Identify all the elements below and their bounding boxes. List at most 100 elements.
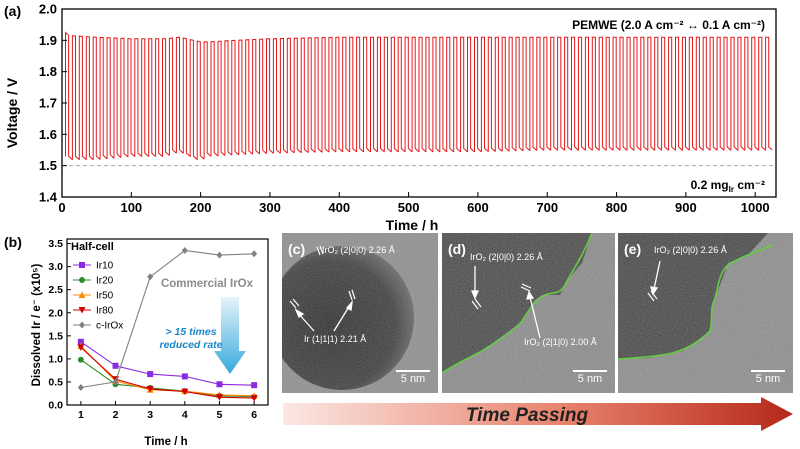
x-axis-title-b: Time / h	[144, 436, 187, 448]
x-axis-title-a: Time / h	[386, 217, 439, 232]
reduction-text-line1: > 15 times	[165, 326, 216, 338]
x-tick-label-a: 400	[328, 200, 350, 215]
legend-label-c-irox: c-IrOx	[96, 321, 123, 332]
y-tick-label-a: 1.4	[39, 190, 58, 205]
data-point-c-irox	[181, 247, 188, 255]
data-point-ir80	[181, 388, 189, 396]
data-point-ir10	[112, 362, 119, 369]
data-point-c-irox	[77, 383, 84, 391]
x-tick-label-b: 6	[251, 409, 257, 421]
time-passing-label: Time Passing	[466, 405, 589, 426]
x-tick-label-a: 700	[536, 200, 558, 215]
legend-label-ir20: Ir20	[96, 276, 114, 287]
scale-label-d: 5 nm	[577, 373, 603, 385]
voltage-chart: 0 100 200 300 400 500 600 700 800 900 1000 1.4 1.5 1.…	[4, 2, 777, 232]
reduction-text-line2: reduced rate	[159, 339, 222, 351]
legend-marker-ir50	[78, 291, 86, 298]
loading-prefix: 0.2 mg	[691, 178, 729, 192]
scale-label-e: 5 nm	[755, 373, 781, 385]
x-tick-label-b: 3	[147, 409, 153, 421]
x-tick-label-b: 5	[217, 409, 223, 421]
series-line-ir20	[80, 359, 255, 398]
data-point-ir80	[146, 385, 154, 393]
data-point-ir20	[77, 356, 84, 363]
tem-image-e: (e) IrO₂ (2|0|0) 2.26 Å 5 nm	[618, 233, 793, 393]
tem-image-d: (d) IrO₂ (2|0|0) 2.26 Å IrO₂ (2|1|0) 2.0…	[442, 233, 615, 393]
data-point-ir10	[77, 338, 84, 345]
scale-bar-d: 5 nm	[573, 370, 607, 385]
panel-label-d: (d)	[448, 241, 466, 257]
scale-label-c: 5 nm	[400, 373, 426, 385]
pemwe-legend: PEMWE (2.0 A cm⁻² ↔ 0.1 A cm⁻²)	[572, 18, 765, 32]
x-tick-label-b: 1	[78, 409, 84, 421]
data-point-ir10	[216, 381, 223, 388]
y-tick-label-a: 1.6	[39, 127, 57, 142]
dissolution-chart: 1 2 3 4 5 6 0.0 0.5 1.0 1.5 2.0 2.5 3.0 3.5 (b) Half-…	[4, 234, 269, 448]
data-point-ir10	[147, 371, 154, 378]
panel-label-a: (a)	[4, 3, 21, 19]
y-tick-label-b: 0.0	[48, 400, 63, 412]
y-axis-title-b: Dissolved Ir / e⁻ (x10⁵)	[31, 263, 43, 386]
legend-marker-ir10	[79, 262, 85, 268]
annotation-iro2-200: IrO₂ (2|0|0) 2.26 Å	[322, 245, 395, 255]
interface-line-d	[442, 233, 593, 374]
data-point-c-irox	[112, 378, 119, 386]
y-tick-label-a: 1.5	[39, 158, 57, 173]
x-tick-label-b: 2	[113, 409, 119, 421]
x-tick-label-a: 300	[259, 200, 281, 215]
x-tick-label-a: 900	[675, 200, 697, 215]
y-tick-label-a: 2.0	[39, 2, 57, 17]
voltage-trace	[65, 31, 773, 161]
y-tick-label-a: 1.9	[39, 33, 57, 48]
x-tick-label-a: 0	[58, 200, 65, 215]
y-tick-label-b: 2.0	[48, 307, 63, 319]
scale-bar-e: 5 nm	[751, 370, 785, 385]
data-point-c-irox	[216, 251, 223, 259]
y-axis-title-a: Voltage / V	[4, 77, 20, 148]
y-tick-label-a: 1.7	[39, 96, 57, 111]
data-point-ir80	[250, 395, 258, 402]
legend-marker-c-irox	[79, 321, 85, 329]
series-line-ir10	[80, 341, 255, 386]
panel-label-b: (b)	[4, 234, 22, 250]
data-point-c-irox	[251, 250, 258, 258]
panel-label-c: (c)	[288, 241, 306, 257]
interface-line-e	[618, 244, 774, 360]
loading-suffix: cm⁻²	[734, 178, 765, 192]
data-point-ir80	[77, 344, 85, 351]
y-tick-label-b: 1.5	[48, 330, 63, 342]
annotation-iro2-200-e: IrO₂ (2|0|0) 2.26 Å	[654, 245, 727, 255]
reduction-arrow	[214, 297, 246, 374]
time-passing-arrow: Time Passing	[283, 397, 793, 431]
legend-marker-ir80	[78, 307, 86, 314]
scale-bar-c: 5 nm	[396, 370, 430, 385]
y-tick-label-b: 0.5	[48, 376, 63, 388]
data-point-c-irox	[147, 273, 154, 281]
loading-subscript: Ir	[729, 185, 734, 194]
commercial-irox-label: Commercial IrOx	[161, 278, 254, 290]
series-line-c-irox	[80, 249, 255, 389]
y-tick-label-a: 1.8	[39, 64, 57, 79]
x-tick-label-a: 200	[190, 200, 212, 215]
annotation-iro2-210: IrO₂ (2|1|0) 2.00 Å	[524, 337, 597, 347]
series-line-ir80	[80, 346, 255, 399]
y-tick-label-b: 3.5	[48, 238, 63, 250]
y-tick-label-b: 1.0	[48, 353, 63, 365]
data-point-ir80	[215, 394, 223, 401]
legend-marker-ir20	[79, 277, 85, 283]
legend-label-ir80: Ir80	[96, 306, 114, 317]
x-tick-label-a: 800	[606, 200, 628, 215]
legend-label-ir50: Ir50	[96, 291, 114, 302]
legend-title: Half-cell	[71, 241, 114, 253]
data-point-ir10	[181, 373, 188, 380]
annotation-ir-111: Ir (1|1|1) 2.21 Å	[304, 334, 367, 344]
y-tick-label-b: 3.0	[48, 261, 63, 273]
plot-frame-b	[66, 238, 269, 406]
legend-label-ir10: Ir10	[96, 261, 114, 272]
data-point-ir10	[251, 382, 258, 389]
x-tick-label-a: 600	[467, 200, 489, 215]
catalyst-loading-label: 0.2 mgIr cm⁻²	[691, 178, 765, 194]
x-tick-label-a: 100	[120, 200, 142, 215]
x-tick-label-a: 500	[398, 200, 420, 215]
